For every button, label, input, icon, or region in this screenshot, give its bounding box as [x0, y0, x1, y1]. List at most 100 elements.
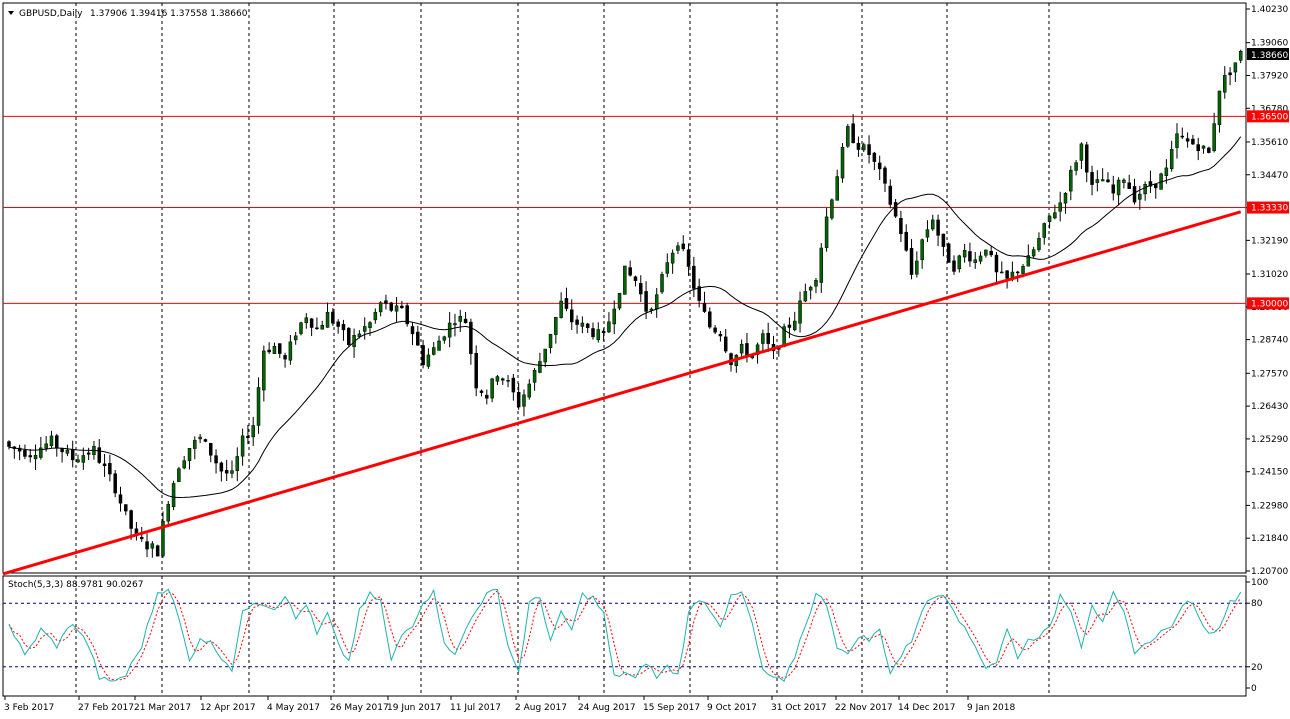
- candle: [495, 374, 500, 386]
- candles: [7, 49, 1243, 558]
- candle: [665, 253, 670, 278]
- candle: [962, 243, 967, 263]
- candle: [187, 447, 192, 470]
- candle: [522, 389, 526, 417]
- stoch-tick-label: 0: [1251, 684, 1257, 694]
- candle: [1090, 165, 1094, 196]
- candle: [973, 251, 977, 269]
- candle: [808, 285, 813, 300]
- candle: [1095, 170, 1100, 192]
- candle: [639, 275, 643, 302]
- candle: [585, 322, 590, 333]
- candle: [182, 456, 186, 470]
- candle: [1164, 159, 1169, 184]
- stoch-pane-frame: [2, 575, 1247, 697]
- candle: [723, 328, 728, 354]
- candle: [267, 342, 271, 354]
- candle: [1191, 134, 1195, 146]
- candle: [686, 243, 691, 276]
- time-tick-label: 31 Oct 2017: [771, 703, 827, 713]
- candle: [596, 322, 601, 343]
- candle: [676, 242, 680, 255]
- price-tick-label: 1.27570: [1251, 369, 1288, 379]
- candle: [240, 428, 245, 466]
- price-pane[interactable]: 1.40230 1.39060 1.37920 1.36780 1.35610 1.344…: [2, 2, 1289, 577]
- candle: [108, 454, 112, 482]
- candle: [431, 341, 436, 356]
- candle: [559, 292, 563, 319]
- candle: [506, 375, 510, 388]
- candle: [766, 322, 770, 352]
- time-tick-label: 4 May 2017: [267, 703, 320, 713]
- candle: [946, 242, 951, 263]
- time-tick-label: 22 Nov 2017: [835, 703, 893, 713]
- stoch-label: Stoch(5,3,3) 88.9781 90.0267: [8, 580, 143, 590]
- current-price-tag: 1.38660: [1247, 48, 1289, 61]
- candle: [840, 143, 845, 183]
- candle: [320, 320, 324, 330]
- stoch-pane[interactable]: Stoch(5,3,3) 88.9781 90.0267 100 80 20 0: [2, 575, 1268, 697]
- candle: [246, 425, 250, 445]
- candle: [660, 271, 664, 294]
- candle: [171, 480, 176, 511]
- candle: [421, 339, 425, 369]
- candle: [623, 265, 627, 295]
- candle: [1111, 175, 1116, 201]
- time-tick-label: 26 May 2017: [330, 703, 389, 713]
- candle: [1201, 145, 1206, 154]
- candle: [994, 251, 999, 284]
- triangle-down-icon[interactable]: [8, 11, 14, 15]
- time-tick-label: 2 Aug 2017: [515, 703, 567, 713]
- candle: [1037, 232, 1041, 252]
- candle: [952, 255, 956, 275]
- candle: [862, 142, 866, 153]
- candle: [718, 331, 723, 342]
- candle: [893, 199, 898, 219]
- candle: [453, 313, 457, 337]
- candle: [601, 328, 606, 342]
- candle: [814, 277, 818, 294]
- candle: [909, 239, 914, 280]
- price-tick-label: 1.35610: [1251, 138, 1288, 148]
- candle: [1127, 174, 1131, 189]
- candle: [1058, 191, 1062, 222]
- candle: [86, 447, 91, 461]
- candle: [341, 319, 346, 341]
- horizontal-levels[interactable]: [3, 115, 1246, 304]
- candle: [272, 342, 277, 354]
- candle: [824, 208, 829, 252]
- candle: [309, 318, 314, 337]
- candle: [39, 436, 43, 460]
- candle: [150, 541, 155, 558]
- price-tick-label: 1.20700: [1251, 567, 1288, 577]
- candle: [702, 291, 707, 313]
- candle: [347, 327, 351, 348]
- candle: [479, 389, 484, 397]
- price-pane-frame: [2, 2, 1247, 574]
- candle: [384, 294, 388, 310]
- price-tick-label: 1.39060: [1251, 39, 1288, 49]
- candle: [299, 321, 303, 336]
- candle: [17, 444, 22, 461]
- candle: [538, 352, 542, 374]
- candle: [124, 504, 128, 516]
- price-tick-label: 1.31020: [1251, 270, 1288, 280]
- stoch-tick-label: 80: [1251, 599, 1263, 609]
- candle: [97, 439, 102, 465]
- candle: [670, 249, 675, 274]
- vertical-grid: [75, 3, 1050, 573]
- candle: [65, 444, 70, 457]
- time-tick-label: 24 Aug 2017: [578, 703, 636, 713]
- time-tick-label: 14 Dec 2017: [898, 703, 956, 713]
- level-tag: [1247, 201, 1289, 214]
- support-trendline[interactable]: [2, 210, 1242, 576]
- candle: [500, 377, 505, 385]
- stoch-main-line: [8, 588, 1242, 683]
- candle: [102, 453, 107, 477]
- time-tick-label: 27 Feb 2017: [78, 703, 134, 713]
- time-tick-label: 9 Jan 2018: [967, 703, 1015, 713]
- time-tick-label: 12 Apr 2017: [200, 703, 256, 713]
- candle: [145, 533, 149, 558]
